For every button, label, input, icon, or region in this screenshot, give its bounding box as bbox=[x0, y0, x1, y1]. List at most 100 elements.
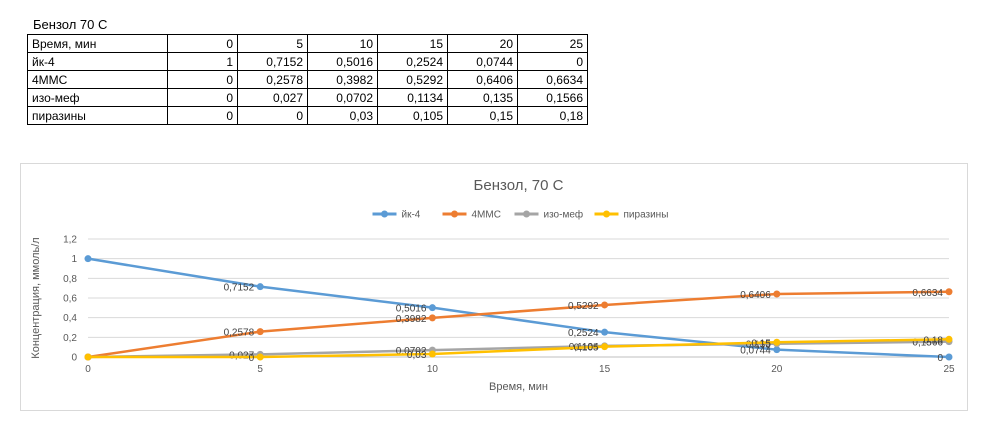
data-point bbox=[428, 350, 436, 358]
data-label: 0,5292 bbox=[568, 301, 599, 312]
table-cell[interactable]: 0,5292 bbox=[377, 70, 448, 89]
data-point bbox=[945, 288, 953, 296]
data-point bbox=[84, 353, 92, 361]
x-tick-label: 25 bbox=[943, 364, 955, 375]
table-header-cell[interactable]: 0 bbox=[167, 34, 238, 53]
x-tick-label: 20 bbox=[771, 364, 783, 375]
line-chart: Бензол, 70 С йк-4 4ММС изо-меф пиразины 0 0,2 0… bbox=[30, 177, 955, 393]
table-header-cell[interactable]: 20 bbox=[447, 34, 518, 53]
table-cell[interactable]: 0,6406 bbox=[447, 70, 518, 89]
table-header-cell[interactable]: 10 bbox=[307, 34, 378, 53]
table-cell[interactable]: 0,135 bbox=[447, 88, 518, 107]
data-point bbox=[601, 328, 609, 336]
sheet-title: Бензол 70 С bbox=[33, 17, 108, 32]
y-tick-label: 0,4 bbox=[63, 313, 77, 324]
data-label: 0 bbox=[937, 353, 943, 364]
data-point bbox=[428, 304, 436, 312]
data-label: 0,0744 bbox=[740, 346, 771, 357]
table-cell[interactable]: 0,3982 bbox=[307, 70, 378, 89]
data-label: 0,6406 bbox=[740, 290, 771, 301]
table-header-cell[interactable]: 25 bbox=[517, 34, 588, 53]
table-cell[interactable]: 0 bbox=[237, 106, 308, 125]
table-cell[interactable]: 0,2578 bbox=[237, 70, 308, 89]
series-line-2 bbox=[87, 340, 950, 359]
table-cell[interactable]: 0,6634 bbox=[517, 70, 588, 89]
x-tick-label: 15 bbox=[599, 364, 611, 375]
series-line-0 bbox=[87, 257, 950, 359]
legend-label: йк-4 bbox=[402, 210, 421, 221]
table-cell[interactable]: 0,2524 bbox=[377, 52, 448, 71]
table-row-label[interactable]: йк-4 bbox=[27, 52, 168, 71]
data-label: 0,18 bbox=[924, 335, 944, 346]
data-label: 0,3982 bbox=[396, 314, 427, 325]
table-cell[interactable]: 0,027 bbox=[237, 88, 308, 107]
table-cell[interactable]: 0,7152 bbox=[237, 52, 308, 71]
y-tick-label: 0,6 bbox=[63, 294, 77, 305]
data-point bbox=[84, 255, 92, 263]
data-label: 0,2578 bbox=[224, 328, 255, 339]
table-row: 4ММС 0 0,2578 0,3982 0,5292 0,6406 0,6634 bbox=[27, 70, 588, 89]
table-cell[interactable]: 0 bbox=[167, 88, 238, 107]
table-row-label[interactable]: изо-меф bbox=[27, 88, 168, 107]
data-label: 0,5016 bbox=[396, 304, 427, 315]
y-axis-title: Концентрация, ммоль/л bbox=[30, 237, 42, 358]
x-tick-label: 0 bbox=[85, 364, 91, 375]
chart-title: Бензол, 70 С bbox=[474, 177, 564, 194]
x-tick-label: 10 bbox=[427, 364, 439, 375]
table-cell[interactable]: 0,1134 bbox=[377, 88, 448, 107]
legend-marker-2 bbox=[523, 210, 530, 218]
table-row: йк-4 1 0,7152 0,5016 0,2524 0,0744 0 bbox=[27, 52, 588, 71]
data-label: 0,1566 bbox=[912, 338, 943, 349]
table-cell[interactable]: 0,15 bbox=[447, 106, 518, 125]
x-axis-title: Время, мин bbox=[489, 381, 548, 393]
table-row: пиразины 0 0 0,03 0,105 0,15 0,18 bbox=[27, 106, 588, 125]
series-line-1 bbox=[87, 290, 950, 359]
table-cell[interactable]: 0,5016 bbox=[307, 52, 378, 71]
table-header-label[interactable]: Время, мин bbox=[27, 34, 168, 53]
data-table: Время, мин 0 5 10 15 20 25 йк-4 1 0,7152 0,5016 0,2… bbox=[27, 34, 588, 125]
table-cell[interactable]: 0 bbox=[517, 52, 588, 71]
data-point bbox=[773, 346, 781, 354]
data-point bbox=[601, 301, 609, 309]
table-cell[interactable]: 0,1566 bbox=[517, 88, 588, 107]
table-cell[interactable]: 0,0744 bbox=[447, 52, 518, 71]
y-tick-label: 0,2 bbox=[63, 333, 77, 344]
legend-marker-1 bbox=[451, 210, 458, 218]
table-cell[interactable]: 0,03 bbox=[307, 106, 378, 125]
data-label: 0,6634 bbox=[912, 288, 943, 299]
data-label: 0,03 bbox=[407, 350, 427, 361]
table-header-row: Время, мин 0 5 10 15 20 25 bbox=[27, 34, 588, 53]
table-cell[interactable]: 0 bbox=[167, 70, 238, 89]
data-point bbox=[256, 328, 264, 336]
data-label: 0,2524 bbox=[568, 328, 599, 339]
x-tick-label: 5 bbox=[257, 364, 263, 375]
table-cell[interactable]: 0,0702 bbox=[307, 88, 378, 107]
y-tick-label: 1,2 bbox=[63, 235, 77, 246]
legend-label: 4ММС bbox=[472, 210, 501, 221]
table-row-label[interactable]: пиразины bbox=[27, 106, 168, 125]
y-tick-label: 1 bbox=[71, 254, 77, 265]
table-cell[interactable]: 0 bbox=[167, 106, 238, 125]
data-point bbox=[601, 343, 609, 351]
table-cell[interactable]: 0,105 bbox=[377, 106, 448, 125]
chart-area[interactable]: Бензол, 70 С йк-4 4ММС изо-меф пиразины 0 0,2 0… bbox=[20, 163, 968, 411]
data-label: 0,135 bbox=[746, 340, 771, 351]
data-label: 0,105 bbox=[574, 343, 599, 354]
series-line-3 bbox=[88, 338, 950, 359]
data-point bbox=[256, 283, 264, 291]
table-header-cell[interactable]: 5 bbox=[237, 34, 308, 53]
data-point bbox=[773, 290, 781, 298]
table-row-label[interactable]: 4ММС bbox=[27, 70, 168, 89]
legend-marker-0 bbox=[381, 210, 388, 218]
table-header-cell[interactable]: 15 bbox=[377, 34, 448, 53]
data-point bbox=[945, 335, 953, 343]
data-point bbox=[773, 338, 781, 346]
table-row: изо-меф 0 0,027 0,0702 0,1134 0,135 0,1566 bbox=[27, 88, 588, 107]
table-cell[interactable]: 1 bbox=[167, 52, 238, 71]
table-cell[interactable]: 0,18 bbox=[517, 106, 588, 125]
data-label: 0 bbox=[249, 353, 255, 364]
data-label: 0,0702 bbox=[396, 346, 427, 357]
data-point bbox=[945, 353, 953, 361]
y-tick-label: 0,8 bbox=[63, 274, 77, 285]
data-label: 0,7152 bbox=[224, 283, 255, 294]
